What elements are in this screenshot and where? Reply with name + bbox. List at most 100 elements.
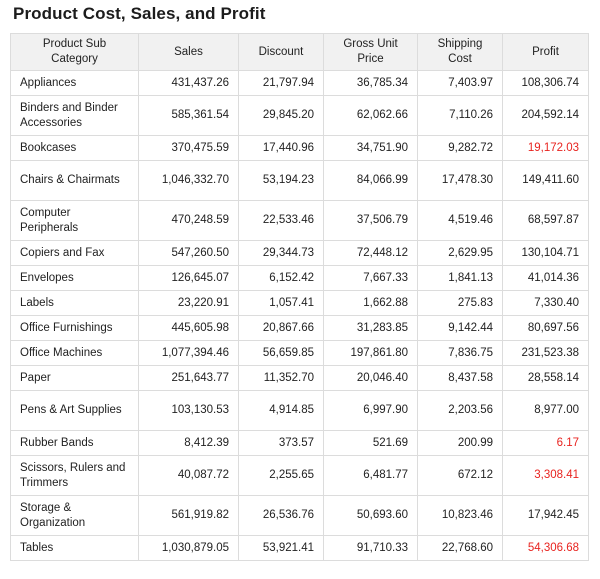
discount-cell: 21,797.94 bbox=[238, 70, 324, 96]
column-header-shipping-cost[interactable]: Shipping Cost bbox=[417, 33, 503, 71]
gross-unit-price-cell: 34,751.90 bbox=[323, 135, 418, 161]
header-row: Product Sub Category Sales Discount Gros… bbox=[10, 33, 589, 71]
profit-cell: 7,330.40 bbox=[502, 290, 589, 316]
shipping-cost-cell: 17,478.30 bbox=[417, 160, 503, 201]
sales-cell: 431,437.26 bbox=[138, 70, 239, 96]
shipping-cost-cell: 7,110.26 bbox=[417, 95, 503, 136]
sales-cell: 23,220.91 bbox=[138, 290, 239, 316]
category-cell: Envelopes bbox=[10, 265, 139, 291]
gross-unit-price-cell: 72,448.12 bbox=[323, 240, 418, 266]
sales-cell: 547,260.50 bbox=[138, 240, 239, 266]
profit-cell: 28,558.14 bbox=[502, 365, 589, 391]
sales-cell: 370,475.59 bbox=[138, 135, 239, 161]
sales-cell: 445,605.98 bbox=[138, 315, 239, 341]
profit-cell: 8,977.00 bbox=[502, 390, 589, 431]
category-cell: Tables bbox=[10, 535, 139, 561]
shipping-cost-cell: 200.99 bbox=[417, 430, 503, 456]
discount-cell: 22,533.46 bbox=[238, 200, 324, 241]
category-cell: Storage & Organization bbox=[10, 495, 139, 536]
table-row: Appliances 431,437.26 21,797.94 36,785.34 7,… bbox=[10, 70, 589, 96]
profit-cell: 231,523.38 bbox=[502, 340, 589, 366]
profit-cell: 6.17 bbox=[502, 430, 589, 456]
sales-cell: 126,645.07 bbox=[138, 265, 239, 291]
shipping-cost-cell: 9,142.44 bbox=[417, 315, 503, 341]
gross-unit-price-cell: 31,283.85 bbox=[323, 315, 418, 341]
table-row: Paper 251,643.77 11,352.70 20,046.40 8,437.5… bbox=[10, 365, 589, 391]
profit-cell: 3,308.41 bbox=[502, 455, 589, 496]
sales-cell: 585,361.54 bbox=[138, 95, 239, 136]
category-cell: Office Furnishings bbox=[10, 315, 139, 341]
shipping-cost-cell: 7,403.97 bbox=[417, 70, 503, 96]
table-body: Appliances 431,437.26 21,797.94 36,785.34 7,… bbox=[10, 70, 589, 561]
shipping-cost-cell: 275.83 bbox=[417, 290, 503, 316]
table-row: Rubber Bands 8,412.39 373.57 521.69 200.99 6.… bbox=[10, 430, 589, 456]
shipping-cost-cell: 4,519.46 bbox=[417, 200, 503, 241]
shipping-cost-cell: 22,768.60 bbox=[417, 535, 503, 561]
column-header-discount[interactable]: Discount bbox=[238, 33, 324, 71]
category-cell: Copiers and Fax bbox=[10, 240, 139, 266]
profit-cell: 54,306.68 bbox=[502, 535, 589, 561]
discount-cell: 17,440.96 bbox=[238, 135, 324, 161]
discount-cell: 373.57 bbox=[238, 430, 324, 456]
profit-cell: 149,411.60 bbox=[502, 160, 589, 201]
profit-cell: 108,306.74 bbox=[502, 70, 589, 96]
category-cell: Appliances bbox=[10, 70, 139, 96]
gross-unit-price-cell: 62,062.66 bbox=[323, 95, 418, 136]
sales-cell: 103,130.53 bbox=[138, 390, 239, 431]
table-row: Labels 23,220.91 1,057.41 1,662.88 275.83 7,3… bbox=[10, 290, 589, 316]
category-cell: Rubber Bands bbox=[10, 430, 139, 456]
table-row: Pens & Art Supplies 103,130.53 4,914.85 6,9… bbox=[10, 390, 589, 431]
discount-cell: 29,845.20 bbox=[238, 95, 324, 136]
gross-unit-price-cell: 20,046.40 bbox=[323, 365, 418, 391]
shipping-cost-cell: 7,836.75 bbox=[417, 340, 503, 366]
column-header-sales[interactable]: Sales bbox=[138, 33, 239, 71]
table-row: Bookcases 370,475.59 17,440.96 34,751.90 9,2… bbox=[10, 135, 589, 161]
discount-cell: 11,352.70 bbox=[238, 365, 324, 391]
discount-cell: 6,152.42 bbox=[238, 265, 324, 291]
discount-cell: 2,255.65 bbox=[238, 455, 324, 496]
category-cell: Computer Peripherals bbox=[10, 200, 139, 241]
category-cell: Pens & Art Supplies bbox=[10, 390, 139, 431]
table-row: Office Machines 1,077,394.46 56,659.85 197,… bbox=[10, 340, 589, 366]
shipping-cost-cell: 8,437.58 bbox=[417, 365, 503, 391]
category-cell: Chairs & Chairmats bbox=[10, 160, 139, 201]
category-cell: Scissors, Rulers and Trimmers bbox=[10, 455, 139, 496]
shipping-cost-cell: 2,203.56 bbox=[417, 390, 503, 431]
gross-unit-price-cell: 6,997.90 bbox=[323, 390, 418, 431]
shipping-cost-cell: 1,841.13 bbox=[417, 265, 503, 291]
discount-cell: 20,867.66 bbox=[238, 315, 324, 341]
table-row: Office Furnishings 445,605.98 20,867.66 31,… bbox=[10, 315, 589, 341]
discount-cell: 53,921.41 bbox=[238, 535, 324, 561]
gross-unit-price-cell: 7,667.33 bbox=[323, 265, 418, 291]
profit-cell: 68,597.87 bbox=[502, 200, 589, 241]
sales-cell: 8,412.39 bbox=[138, 430, 239, 456]
gross-unit-price-cell: 84,066.99 bbox=[323, 160, 418, 201]
shipping-cost-cell: 2,629.95 bbox=[417, 240, 503, 266]
discount-cell: 4,914.85 bbox=[238, 390, 324, 431]
sales-cell: 470,248.59 bbox=[138, 200, 239, 241]
sales-cell: 40,087.72 bbox=[138, 455, 239, 496]
discount-cell: 26,536.76 bbox=[238, 495, 324, 536]
table-row: Storage & Organization 561,919.82 26,536.7… bbox=[10, 495, 589, 536]
sales-cell: 1,077,394.46 bbox=[138, 340, 239, 366]
gross-unit-price-cell: 36,785.34 bbox=[323, 70, 418, 96]
discount-cell: 29,344.73 bbox=[238, 240, 324, 266]
gross-unit-price-cell: 197,861.80 bbox=[323, 340, 418, 366]
shipping-cost-cell: 9,282.72 bbox=[417, 135, 503, 161]
table-row: Chairs & Chairmats 1,046,332.70 53,194.23 8… bbox=[10, 160, 589, 201]
column-header-gross-unit-price[interactable]: Gross Unit Price bbox=[323, 33, 418, 71]
column-header-profit[interactable]: Profit bbox=[502, 33, 589, 71]
profit-cell: 130,104.71 bbox=[502, 240, 589, 266]
profit-cell: 204,592.14 bbox=[502, 95, 589, 136]
category-cell: Office Machines bbox=[10, 340, 139, 366]
gross-unit-price-cell: 521.69 bbox=[323, 430, 418, 456]
discount-cell: 56,659.85 bbox=[238, 340, 324, 366]
gross-unit-price-cell: 1,662.88 bbox=[323, 290, 418, 316]
column-header-category[interactable]: Product Sub Category bbox=[10, 33, 139, 71]
sales-cell: 561,919.82 bbox=[138, 495, 239, 536]
category-cell: Bookcases bbox=[10, 135, 139, 161]
sales-cell: 251,643.77 bbox=[138, 365, 239, 391]
table-row: Binders and Binder Accessories 585,361.54… bbox=[10, 95, 589, 136]
category-cell: Labels bbox=[10, 290, 139, 316]
